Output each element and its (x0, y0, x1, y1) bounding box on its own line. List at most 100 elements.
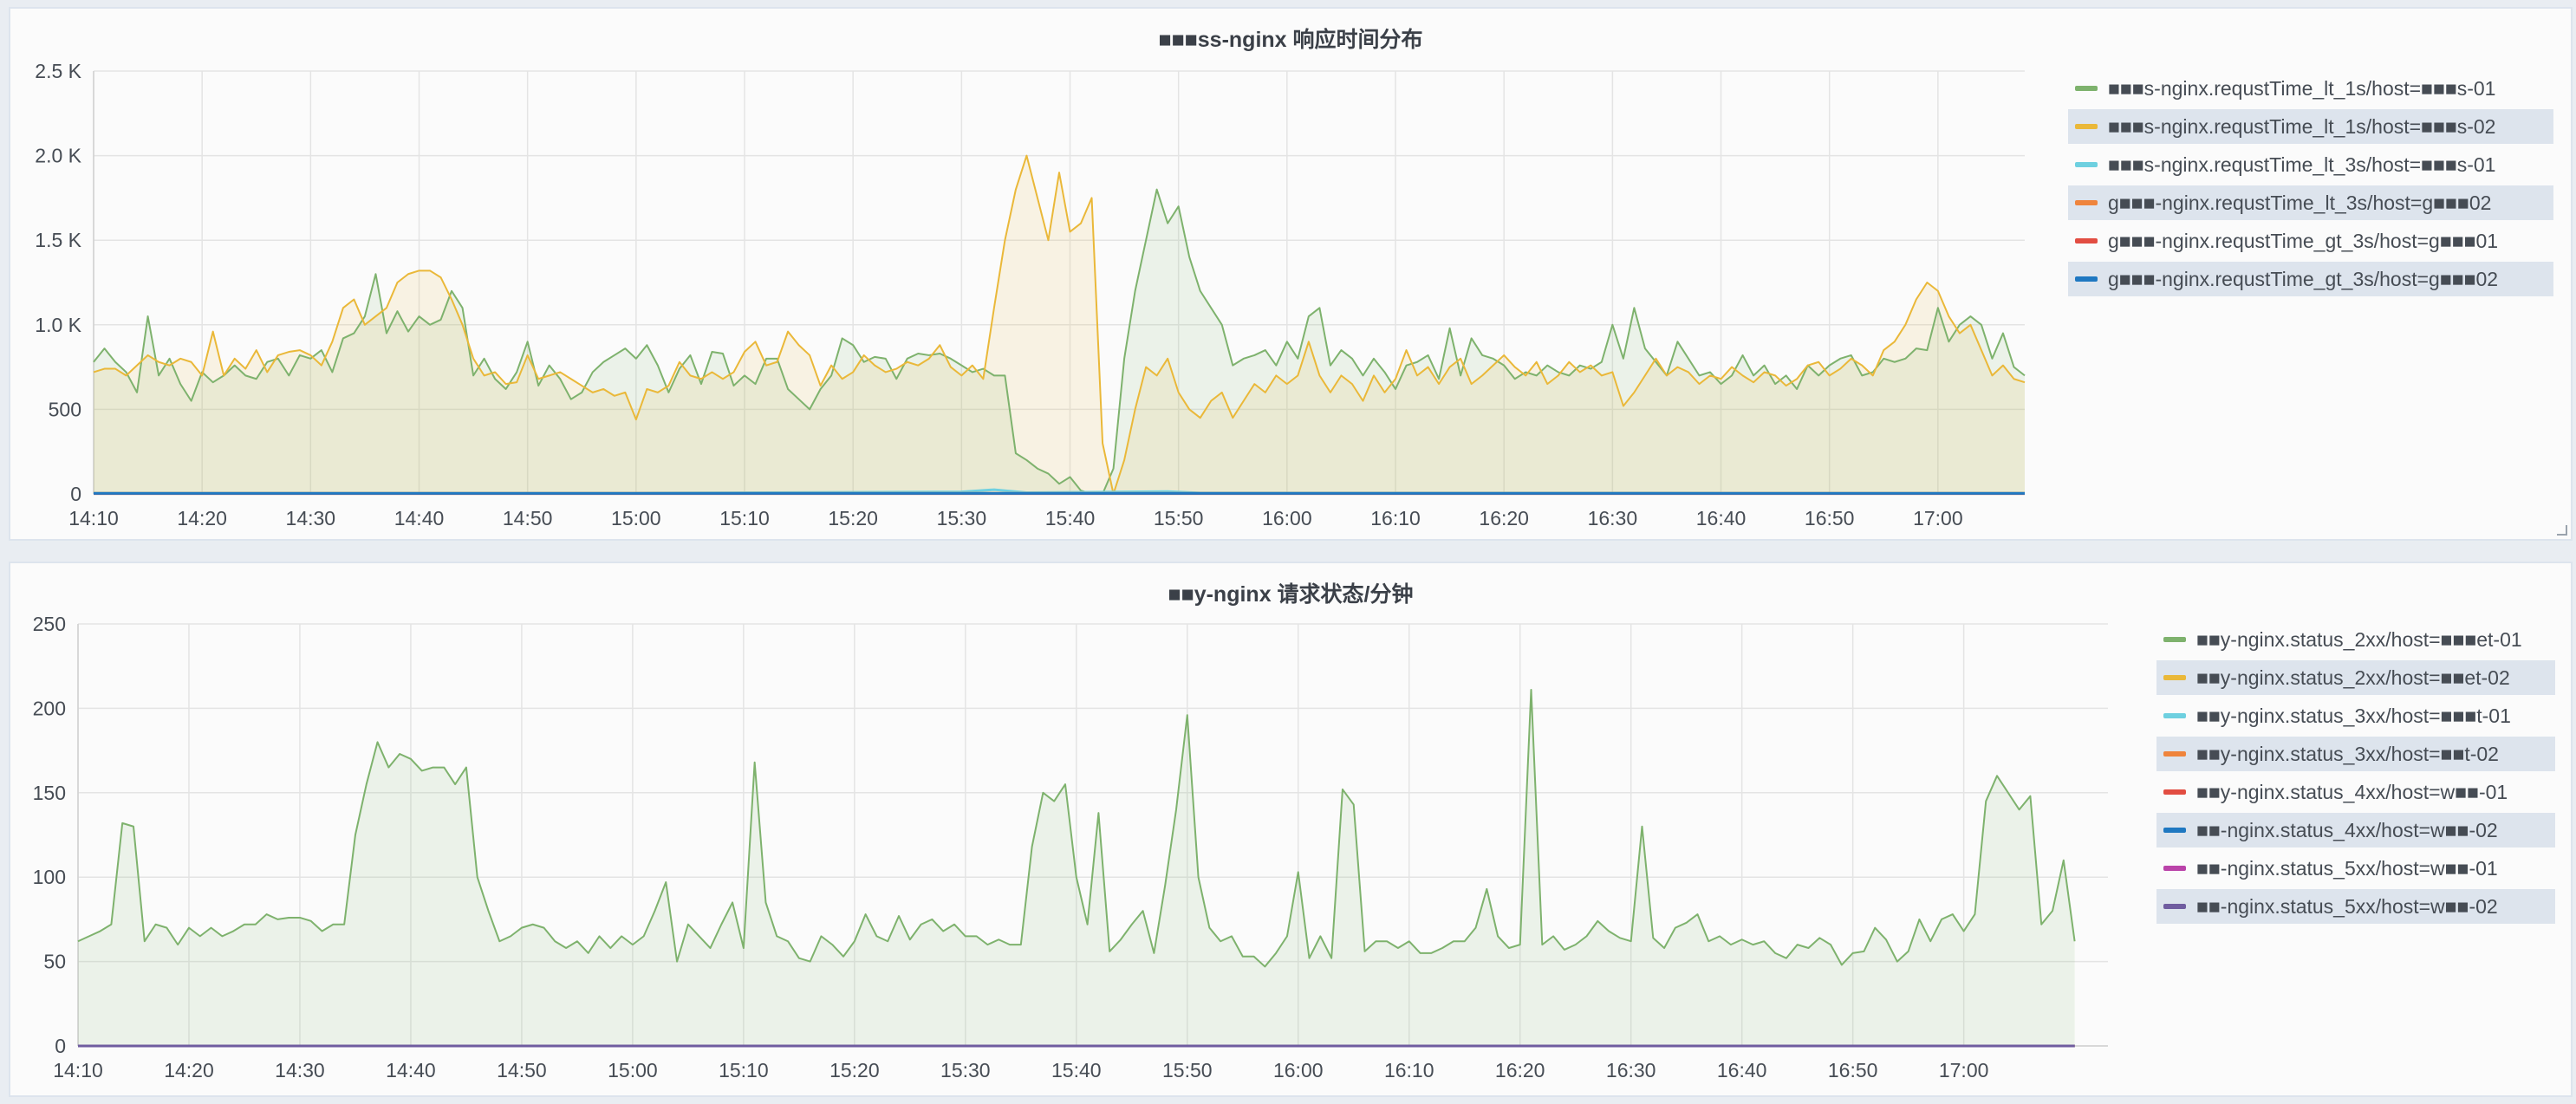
legend-swatch[interactable] (2163, 789, 2186, 795)
legend-item[interactable]: g■■■-nginx.requstTime_gt_3s/host=g■■■02 (2068, 262, 2553, 296)
legend-label[interactable]: ■■-nginx.status_5xx/host=w■■-01 (2196, 856, 2498, 880)
x-tick-label: 16:20 (1479, 507, 1529, 529)
x-tick-label: 14:50 (497, 1059, 547, 1081)
x-tick-label: 16:40 (1696, 507, 1747, 529)
x-tick-label: 14:40 (394, 507, 445, 529)
x-tick-label: 16:30 (1606, 1059, 1656, 1081)
x-tick-label: 16:00 (1262, 507, 1312, 529)
legend-label[interactable]: ■■■s-nginx.requstTime_lt_1s/host=■■■s-02 (2108, 114, 2496, 138)
panel-title[interactable]: ■■y-nginx 请求状态/分钟 (1168, 582, 1414, 607)
x-tick-label: 16:30 (1588, 507, 1638, 529)
y-tick-label: 200 (33, 697, 66, 719)
legend-label[interactable]: ■■y-nginx.status_3xx/host=■■■t-01 (2196, 704, 2511, 727)
y-tick-label: 0 (55, 1035, 66, 1057)
legend-swatch[interactable] (2075, 162, 2098, 167)
panel-title[interactable]: ■■■ss-nginx 响应时间分布 (1158, 28, 1423, 52)
series-line (93, 154, 2026, 495)
legend-label[interactable]: ■■y-nginx.status_2xx/host=■■et-02 (2196, 666, 2510, 689)
legend-label[interactable]: g■■■-nginx.requstTime_lt_3s/host=g■■■02 (2108, 191, 2492, 214)
legend-label[interactable]: ■■■s-nginx.requstTime_lt_1s/host=■■■s-01 (2108, 76, 2496, 100)
y-tick-label: 100 (33, 866, 66, 888)
legend-item[interactable]: ■■y-nginx.status_4xx/host=w■■-01 (2156, 775, 2555, 809)
series-line (93, 188, 2026, 495)
legend-swatch[interactable] (2163, 904, 2186, 909)
x-tick-label: 14:10 (68, 507, 119, 529)
legend-swatch[interactable] (2163, 866, 2186, 871)
legend-item[interactable]: g■■■-nginx.requstTime_gt_3s/host=g■■■01 (2068, 224, 2553, 258)
legend-item[interactable]: ■■■s-nginx.requstTime_lt_3s/host=■■■s-01 (2068, 147, 2553, 182)
legend-item[interactable]: ■■■s-nginx.requstTime_lt_1s/host=■■■s-02 (2068, 109, 2553, 144)
x-tick-label: 15:00 (611, 507, 661, 529)
resize-handle[interactable] (2557, 525, 2567, 536)
legend-item[interactable]: ■■y-nginx.status_3xx/host=■■t-02 (2156, 737, 2555, 771)
legend-swatch[interactable] (2163, 675, 2186, 680)
legend-label[interactable]: ■■y-nginx.status_3xx/host=■■t-02 (2196, 742, 2499, 765)
legend: ■■■s-nginx.requstTime_lt_1s/host=■■■s-01… (2068, 71, 2553, 300)
legend-swatch[interactable] (2075, 200, 2098, 205)
x-tick-label: 15:50 (1154, 507, 1204, 529)
legend-label[interactable]: ■■y-nginx.status_2xx/host=■■■et-01 (2196, 627, 2522, 651)
response-time-chart[interactable]: 0 500 1.0 K 1.5 K 2.0 K 2.5 K 14:10 14:20 14:30 1… (10, 9, 2574, 542)
x-tick-label: 15:50 (1162, 1059, 1213, 1081)
x-tick-label: 14:30 (275, 1059, 325, 1081)
legend-swatch[interactable] (2163, 828, 2186, 833)
legend: ■■y-nginx.status_2xx/host=■■■et-01 ■■y-ng… (2156, 622, 2555, 927)
x-tick-label: 15:20 (829, 1059, 880, 1081)
y-tick-label: 50 (43, 951, 66, 973)
legend-item[interactable]: ■■-nginx.status_5xx/host=w■■-02 (2156, 889, 2555, 924)
x-tick-label: 14:20 (177, 507, 227, 529)
x-tick-label: 14:10 (53, 1059, 103, 1081)
x-tick-label: 15:10 (719, 507, 770, 529)
legend-swatch[interactable] (2075, 86, 2098, 91)
legend-item[interactable]: ■■y-nginx.status_3xx/host=■■■t-01 (2156, 698, 2555, 733)
x-tick-label: 15:00 (608, 1059, 658, 1081)
legend-swatch[interactable] (2075, 124, 2098, 129)
x-tick-label: 17:00 (1939, 1059, 1989, 1081)
y-tick-label: 500 (49, 398, 81, 420)
x-tick-label: 14:50 (503, 507, 553, 529)
y-tick-label: 150 (33, 782, 66, 804)
x-tick-label: 15:40 (1051, 1059, 1102, 1081)
x-tick-label: 15:10 (719, 1059, 769, 1081)
legend-item[interactable]: ■■-nginx.status_4xx/host=w■■-02 (2156, 813, 2555, 847)
request-status-panel: ■■y-nginx 请求状态/分钟 0 50 100 150 200 250 14:10 14… (9, 562, 2573, 1097)
legend-label[interactable]: ■■■s-nginx.requstTime_lt_3s/host=■■■s-01 (2108, 153, 2496, 176)
series-area (78, 689, 2075, 1046)
x-tick-label: 16:50 (1828, 1059, 1878, 1081)
x-tick-label: 16:00 (1273, 1059, 1324, 1081)
y-tick-label: 1.0 K (35, 314, 81, 336)
x-tick-label: 14:40 (386, 1059, 436, 1081)
x-tick-label: 16:10 (1384, 1059, 1434, 1081)
legend-swatch[interactable] (2163, 713, 2186, 718)
legend-label[interactable]: ■■-nginx.status_5xx/host=w■■-02 (2196, 894, 2498, 918)
legend-item[interactable]: ■■y-nginx.status_2xx/host=■■■et-01 (2156, 622, 2555, 657)
x-tick-label: 14:20 (164, 1059, 214, 1081)
legend-swatch[interactable] (2163, 751, 2186, 757)
series-line (77, 688, 2076, 968)
request-status-chart[interactable]: 0 50 100 150 200 250 14:10 14:20 14:30 14:40 14:50… (10, 563, 2574, 1099)
x-tick-label: 16:20 (1495, 1059, 1545, 1081)
legend-swatch[interactable] (2075, 238, 2098, 244)
x-tick-label: 15:20 (828, 507, 878, 529)
legend-swatch[interactable] (2075, 276, 2098, 282)
x-tick-label: 17:00 (1913, 507, 1963, 529)
legend-item[interactable]: ■■y-nginx.status_2xx/host=■■et-02 (2156, 660, 2555, 695)
x-tick-label: 15:40 (1045, 507, 1096, 529)
series-area (94, 155, 2025, 494)
x-tick-label: 14:30 (286, 507, 336, 529)
legend-label[interactable]: g■■■-nginx.requstTime_gt_3s/host=g■■■02 (2108, 267, 2499, 290)
legend-item[interactable]: ■■-nginx.status_5xx/host=w■■-01 (2156, 851, 2555, 886)
y-tick-label: 1.5 K (35, 229, 81, 251)
x-tick-label: 16:10 (1370, 507, 1421, 529)
x-tick-label: 15:30 (940, 1059, 991, 1081)
series-area (94, 189, 2025, 494)
legend-item[interactable]: g■■■-nginx.requstTime_lt_3s/host=g■■■02 (2068, 185, 2553, 220)
x-tick-label: 16:50 (1805, 507, 1855, 529)
y-tick-label: 0 (70, 483, 81, 505)
legend-label[interactable]: g■■■-nginx.requstTime_gt_3s/host=g■■■01 (2108, 229, 2499, 252)
x-tick-label: 16:40 (1717, 1059, 1767, 1081)
legend-label[interactable]: ■■y-nginx.status_4xx/host=w■■-01 (2196, 780, 2508, 803)
legend-label[interactable]: ■■-nginx.status_4xx/host=w■■-02 (2196, 818, 2498, 841)
legend-swatch[interactable] (2163, 637, 2186, 642)
legend-item[interactable]: ■■■s-nginx.requstTime_lt_1s/host=■■■s-01 (2068, 71, 2553, 106)
